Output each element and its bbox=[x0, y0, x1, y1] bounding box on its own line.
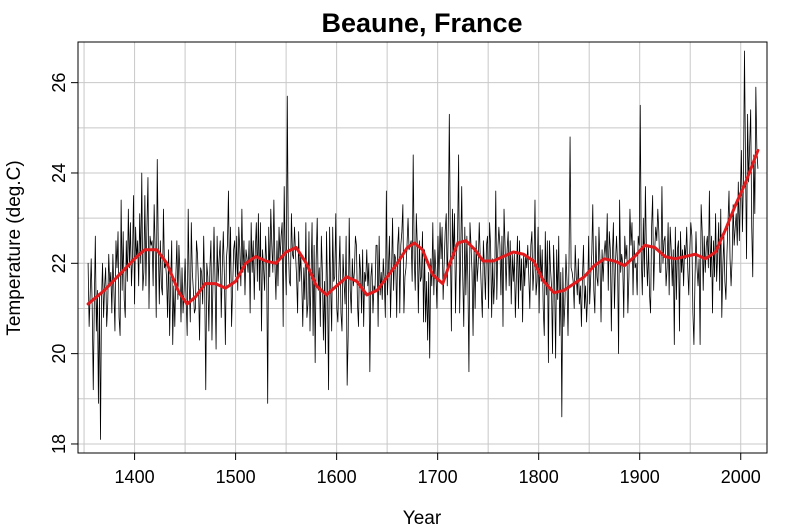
axis-ticks: 1400 1500 1600 1700 1800 1900 2000 18 20 22 24 26 bbox=[49, 73, 761, 487]
x-tick-label: 1600 bbox=[317, 467, 357, 487]
y-tick-label: 26 bbox=[49, 73, 69, 93]
y-tick-label: 22 bbox=[49, 253, 69, 273]
annual-temperature-line bbox=[87, 50, 759, 440]
plot-frame bbox=[77, 41, 768, 454]
x-tick-label: 1500 bbox=[216, 467, 256, 487]
y-tick-label: 24 bbox=[49, 163, 69, 183]
x-tick-label: 1700 bbox=[418, 467, 458, 487]
chart-title: Beaune, France bbox=[321, 8, 522, 38]
x-tick-label: 2000 bbox=[721, 467, 761, 487]
smoothed-trend-line bbox=[86, 148, 760, 306]
x-axis-label: Year bbox=[403, 508, 442, 529]
y-tick-label: 20 bbox=[49, 344, 69, 364]
x-tick-label: 1900 bbox=[620, 467, 660, 487]
x-tick-label: 1400 bbox=[115, 467, 155, 487]
y-axis-label: Temperature (deg.C) bbox=[4, 160, 25, 335]
x-tick-label: 1800 bbox=[519, 467, 559, 487]
y-tick-label: 18 bbox=[49, 434, 69, 454]
series-layer bbox=[86, 50, 760, 440]
